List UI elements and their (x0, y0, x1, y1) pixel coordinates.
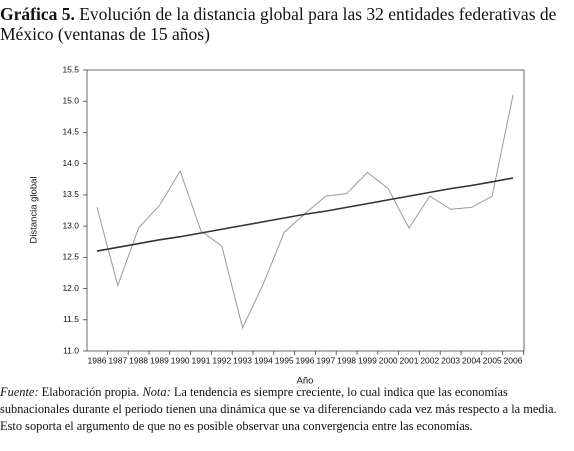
x-tick-label: 1986 (88, 355, 107, 365)
y-tick-label: 15.0 (62, 95, 79, 105)
x-tick-label: 2006 (504, 355, 523, 365)
x-tick-label: 1995 (275, 355, 294, 365)
plot-frame (86, 69, 525, 352)
y-tick-label: 12.5 (62, 252, 79, 262)
source-label: Fuente: (0, 385, 39, 399)
y-tick-label: 14.5 (62, 127, 79, 137)
y-tick-label: 15.5 (62, 64, 79, 74)
x-tick-label: 1993 (233, 355, 252, 365)
x-tick-label: 2000 (379, 355, 398, 365)
x-tick-label: 2002 (420, 355, 439, 365)
note-label: Nota: (142, 385, 171, 399)
x-tick-label: 1999 (358, 355, 377, 365)
x-tick-label: 1994 (254, 355, 273, 365)
x-axis-label: Año (297, 376, 314, 387)
x-tick-label: 1997 (316, 355, 335, 365)
x-tick-label: 1990 (171, 355, 190, 365)
x-tick-label: 1987 (108, 355, 127, 365)
line-series (96, 177, 514, 252)
y-tick-label: 13.5 (62, 189, 79, 199)
x-tick-label: 1989 (150, 355, 169, 365)
y-tick-label: 12.0 (62, 283, 79, 293)
title: Gráfica 5. Evolución de la distancia glo… (0, 4, 572, 44)
x-tick-label: 2004 (462, 355, 481, 365)
y-axis-label: Distancia global (29, 176, 40, 243)
title-text: Evolución de la distancia global para la… (0, 4, 557, 44)
y-tick-label: 11.0 (63, 345, 79, 355)
line-series (96, 94, 514, 330)
y-tick-label: 11.5 (63, 314, 79, 324)
source: Elaboración propia. (41, 385, 140, 399)
x-tick-label: 2001 (400, 355, 419, 365)
footnote: Fuente: Elaboración propia. Nota: La ten… (0, 384, 574, 435)
x-tick-label: 1996 (296, 355, 315, 365)
title-label: Gráfica 5. (0, 4, 75, 24)
x-tick-label: 1998 (337, 355, 356, 365)
y-tick-label: 14.0 (62, 158, 79, 168)
x-tick-label: 1991 (192, 355, 211, 365)
note: La tendencia es siempre creciente, lo cu… (0, 385, 557, 433)
x-tick-label: 1988 (129, 355, 148, 365)
x-tick-label: 1992 (212, 355, 231, 365)
x-tick-label: 2005 (483, 355, 502, 365)
x-tick-label: 2003 (441, 355, 460, 365)
y-tick-label: 13.0 (62, 220, 79, 230)
